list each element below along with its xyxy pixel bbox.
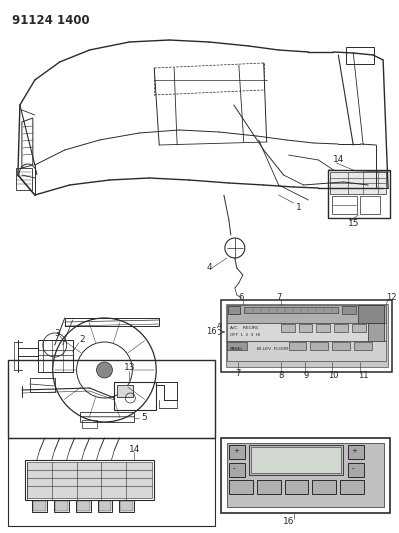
Bar: [81, 420, 97, 428]
Text: 15: 15: [348, 220, 360, 229]
Text: A/C    RECIRC: A/C RECIRC: [230, 326, 259, 330]
Bar: [298, 324, 312, 332]
Bar: [99, 501, 111, 511]
Bar: [352, 324, 366, 332]
Bar: [316, 324, 330, 332]
Bar: [119, 500, 134, 512]
Text: 7: 7: [277, 293, 282, 302]
Bar: [328, 170, 390, 218]
Text: 8: 8: [279, 370, 284, 379]
Text: 13: 13: [124, 362, 136, 372]
Bar: [16, 168, 32, 190]
Bar: [221, 300, 392, 372]
Bar: [97, 500, 113, 512]
Text: 1: 1: [296, 203, 301, 212]
Text: -: -: [351, 464, 354, 473]
Bar: [288, 342, 306, 350]
Bar: [221, 438, 390, 513]
Bar: [249, 445, 343, 475]
Bar: [77, 501, 89, 511]
Bar: [227, 443, 384, 507]
Bar: [76, 500, 91, 512]
Text: 6: 6: [239, 293, 244, 302]
Bar: [33, 501, 46, 511]
Bar: [8, 360, 215, 438]
Bar: [117, 385, 133, 397]
Text: 3: 3: [55, 328, 61, 337]
Text: 5: 5: [141, 414, 147, 423]
Bar: [348, 445, 364, 459]
Text: 16: 16: [206, 327, 217, 336]
Bar: [330, 172, 386, 194]
Bar: [229, 445, 245, 459]
Bar: [229, 480, 253, 494]
Bar: [65, 318, 159, 326]
Bar: [226, 304, 388, 367]
Bar: [360, 196, 380, 214]
Bar: [25, 460, 154, 500]
Text: A: A: [217, 323, 222, 329]
Text: 7: 7: [235, 368, 240, 377]
Bar: [32, 500, 47, 512]
Bar: [117, 385, 133, 397]
Bar: [310, 342, 328, 350]
Bar: [227, 305, 386, 323]
Bar: [332, 342, 350, 350]
Bar: [115, 382, 156, 410]
Bar: [312, 480, 336, 494]
Bar: [334, 324, 348, 332]
Bar: [228, 306, 240, 314]
Bar: [340, 480, 364, 494]
Text: 9: 9: [304, 370, 309, 379]
Text: 10: 10: [328, 370, 339, 379]
Bar: [257, 480, 280, 494]
Text: 4: 4: [207, 263, 213, 272]
Text: 2: 2: [80, 335, 85, 344]
Text: +: +: [233, 448, 239, 454]
Bar: [227, 323, 386, 341]
Text: +: +: [351, 448, 357, 454]
Bar: [368, 323, 384, 341]
Bar: [229, 463, 245, 477]
Circle shape: [97, 362, 113, 378]
Bar: [358, 305, 384, 323]
Text: BI-LEV  FLOOR: BI-LEV FLOOR: [257, 347, 288, 351]
Bar: [8, 438, 215, 526]
Bar: [120, 501, 133, 511]
Text: 91124 1400: 91124 1400: [12, 14, 89, 27]
Bar: [332, 196, 357, 214]
Bar: [251, 447, 341, 473]
Text: 14: 14: [333, 156, 345, 165]
Bar: [54, 500, 69, 512]
Text: PANEL: PANEL: [230, 347, 244, 351]
Bar: [80, 412, 134, 422]
Bar: [244, 307, 338, 313]
Bar: [346, 47, 374, 64]
Text: 12: 12: [386, 293, 397, 302]
Text: 14: 14: [129, 446, 141, 455]
Bar: [280, 324, 294, 332]
Bar: [27, 462, 152, 498]
Bar: [342, 306, 356, 314]
Bar: [227, 342, 247, 350]
Bar: [354, 342, 372, 350]
Bar: [227, 341, 386, 361]
Bar: [55, 501, 68, 511]
Bar: [348, 463, 364, 477]
Text: -: -: [233, 464, 235, 473]
Bar: [284, 480, 308, 494]
Text: 11: 11: [358, 370, 369, 379]
Bar: [38, 340, 73, 372]
Text: OFF  1  2  3  HI: OFF 1 2 3 HI: [230, 333, 260, 337]
Bar: [30, 378, 55, 392]
Text: 16: 16: [283, 518, 294, 527]
